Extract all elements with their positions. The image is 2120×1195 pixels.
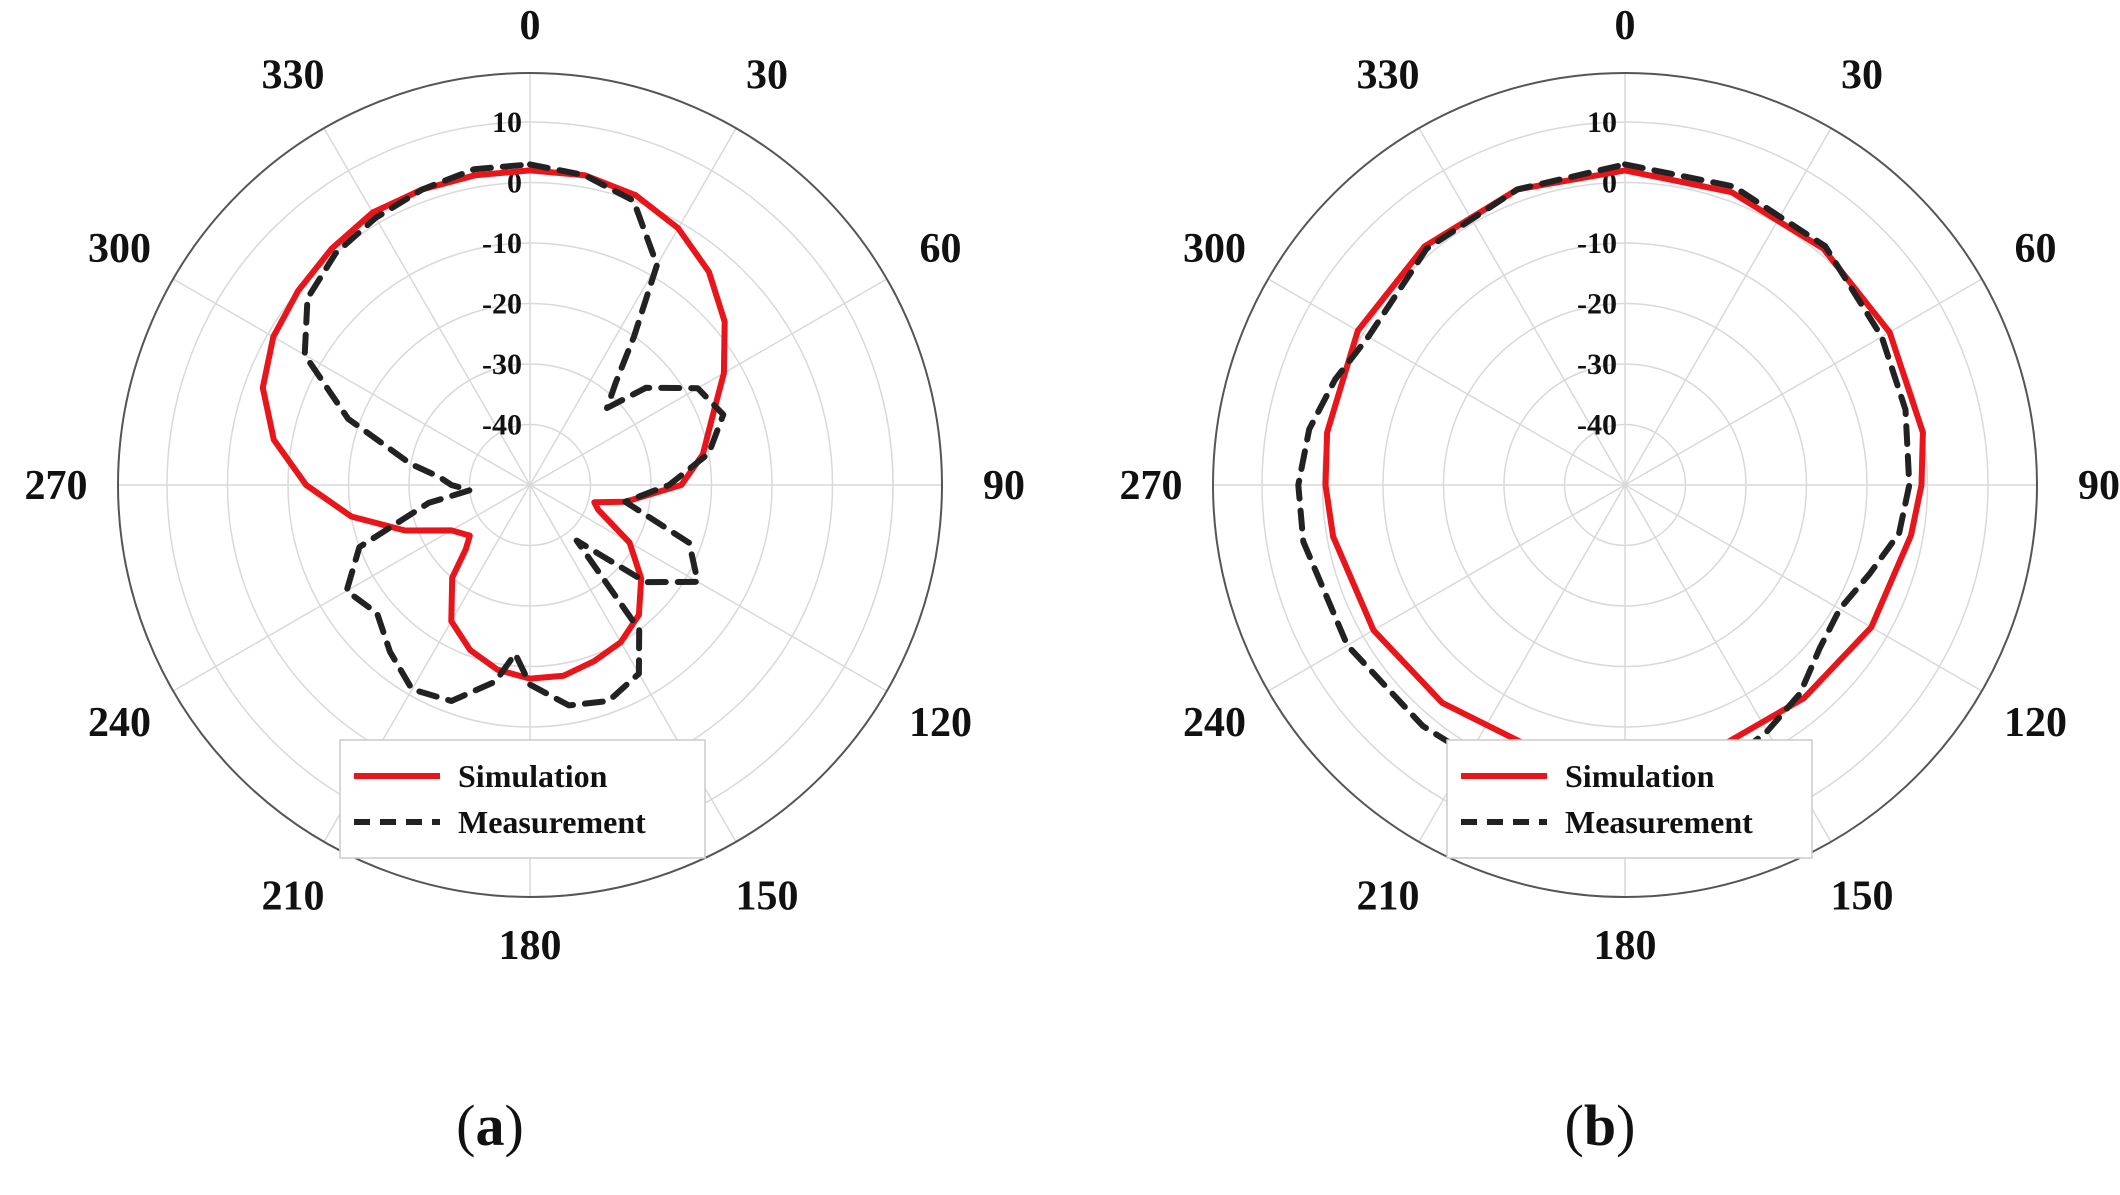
radial-tick-label: -20 xyxy=(1577,288,1617,321)
radial-tick-label: -10 xyxy=(482,227,522,260)
grid-spoke xyxy=(1624,127,1832,486)
angle-tick-label: 120 xyxy=(909,700,972,746)
panel-label-part: ) xyxy=(505,1093,524,1158)
radial-tick-label: -20 xyxy=(482,288,522,321)
angle-tick-label: 0 xyxy=(1615,3,1636,49)
polar-frame xyxy=(117,72,943,898)
radial-tick-label: -30 xyxy=(1577,348,1617,381)
grid-spoke xyxy=(323,127,531,486)
legend-box xyxy=(339,739,706,859)
legend-box xyxy=(1446,739,1813,859)
panel-label-part: ( xyxy=(456,1093,475,1158)
panel-label-part: a xyxy=(476,1093,505,1158)
legend: Simulation Measurement xyxy=(339,739,706,859)
angle-tick-label: 270 xyxy=(25,463,88,509)
panel-label-part: ( xyxy=(1565,1093,1584,1158)
polar-grid xyxy=(1213,73,2037,897)
panel-b-polar-chart: 0306090120150180210240270300330100-10-20… xyxy=(1120,3,2120,1158)
grid-spoke xyxy=(1624,278,1983,486)
radial-tick-label: -30 xyxy=(482,348,522,381)
series-line-measurement xyxy=(301,161,727,709)
angle-tick-label: 30 xyxy=(1841,53,1883,99)
panel-label: (b) xyxy=(1565,1093,1636,1158)
angle-tick-label: 90 xyxy=(983,463,1025,509)
panel-a-polar-chart: 0306090120150180210240270300330100-10-20… xyxy=(25,3,1026,1158)
angle-tick-label: 60 xyxy=(2014,226,2056,272)
grid-spoke xyxy=(529,278,888,486)
grid-spoke xyxy=(1267,278,1626,486)
angle-tick-label: 330 xyxy=(1357,53,1420,99)
angle-tick-label: 180 xyxy=(1594,923,1657,969)
angle-tick-label: 240 xyxy=(88,700,151,746)
grid-spoke xyxy=(172,278,531,486)
radial-tick-label: 10 xyxy=(492,106,522,139)
legend-label: Simulation xyxy=(1565,758,1715,794)
angle-tick-label: 330 xyxy=(262,53,325,99)
angle-tick-label: 60 xyxy=(919,226,961,272)
grid-spoke xyxy=(1624,484,1983,692)
angle-tick-label: 270 xyxy=(1120,463,1183,509)
panel-label-part: b xyxy=(1584,1093,1616,1158)
series-line-simulation xyxy=(259,167,728,682)
series-line-simulation xyxy=(1322,167,1926,767)
angle-tick-label: 120 xyxy=(2004,700,2067,746)
angle-tick-label: 210 xyxy=(1357,873,1420,919)
grid-spoke xyxy=(172,484,531,692)
angle-tick-label: 90 xyxy=(2078,463,2120,509)
grid-spoke xyxy=(1418,127,1626,486)
grid-spoke xyxy=(529,484,888,692)
angle-tick-label: 0 xyxy=(520,3,541,49)
grid-spoke xyxy=(1267,484,1626,692)
panel-label-part: ) xyxy=(1616,1093,1635,1158)
angle-tick-label: 30 xyxy=(746,53,788,99)
panel-label: (a) xyxy=(456,1093,524,1158)
polar-frame xyxy=(1212,72,2038,898)
angle-tick-label: 150 xyxy=(1831,873,1894,919)
radial-tick-label: -10 xyxy=(1577,227,1617,260)
angle-tick-label: 150 xyxy=(736,873,799,919)
angle-tick-label: 300 xyxy=(88,226,151,272)
radial-tick-label: -40 xyxy=(1577,409,1617,442)
radial-tick-label: -40 xyxy=(482,409,522,442)
angle-tick-label: 300 xyxy=(1183,226,1246,272)
legend: Simulation Measurement xyxy=(1446,739,1813,859)
legend-label: Measurement xyxy=(458,804,646,840)
angle-tick-label: 240 xyxy=(1183,700,1246,746)
angle-tick-label: 210 xyxy=(262,873,325,919)
legend-label: Simulation xyxy=(458,758,608,794)
grid-spoke xyxy=(529,127,737,486)
angle-tick-label: 180 xyxy=(499,923,562,969)
radial-tick-label: 10 xyxy=(1587,106,1617,139)
legend-label: Measurement xyxy=(1565,804,1753,840)
